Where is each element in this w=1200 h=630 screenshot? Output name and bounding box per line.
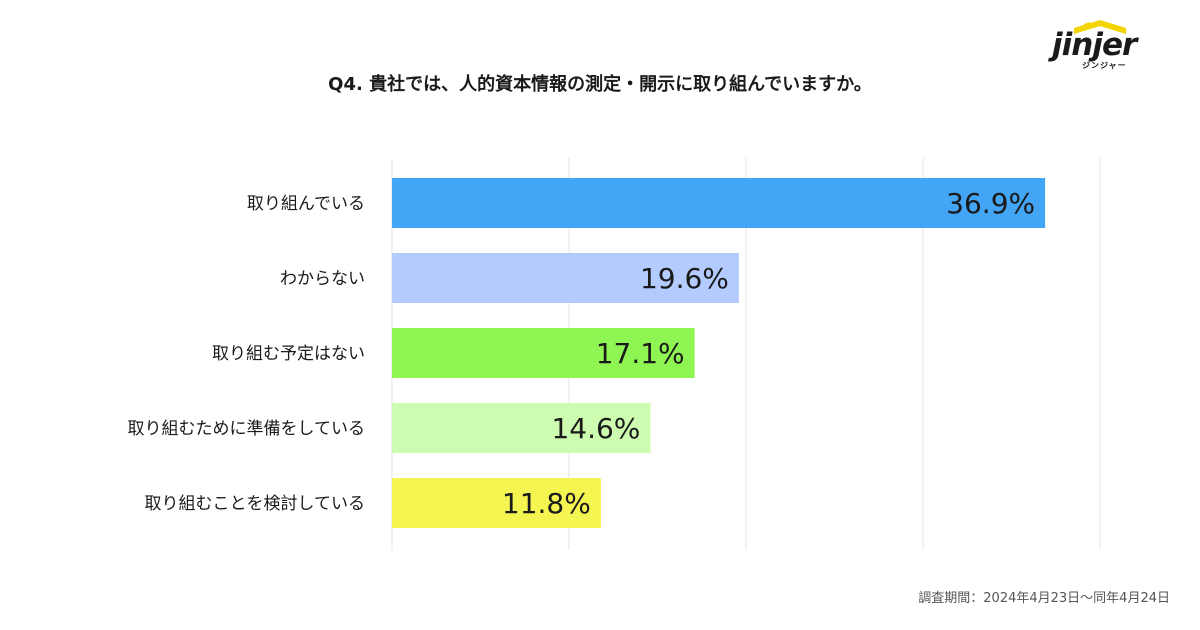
value-label-4: 14.6% (551, 412, 640, 445)
chart-title: Q4. 貴社では、人的資本情報の測定・開示に取り組んでいますか。 (328, 74, 872, 95)
category-label-3: 取り組む予定はない (212, 344, 365, 364)
logo-wordmark: jinjer (1052, 27, 1137, 63)
value-label-5: 11.8% (502, 487, 591, 520)
value-label-1: 36.9% (946, 187, 1035, 220)
category-label-5: 取り組むことを検討している (145, 494, 366, 514)
survey-period-note: 調査期間：2024年4月23日〜同年4月24日 (918, 591, 1170, 606)
logo-roof-icon (1074, 20, 1126, 34)
bar-1 (392, 178, 1046, 228)
bar-4 (392, 403, 651, 453)
logo-subtext: ジンジャー (1082, 61, 1127, 70)
value-label-3: 17.1% (596, 337, 685, 370)
bar-2 (392, 253, 739, 303)
category-label-4: 取り組むために準備をしている (128, 419, 366, 439)
bar-5 (392, 478, 601, 528)
category-label-1: 取り組んでいる (247, 194, 365, 214)
jinjer-logo: jinjer ジンジャー (1042, 18, 1162, 76)
category-label-2: わからない (280, 269, 365, 289)
value-label-2: 19.6% (640, 262, 729, 295)
bar-3 (392, 328, 695, 378)
